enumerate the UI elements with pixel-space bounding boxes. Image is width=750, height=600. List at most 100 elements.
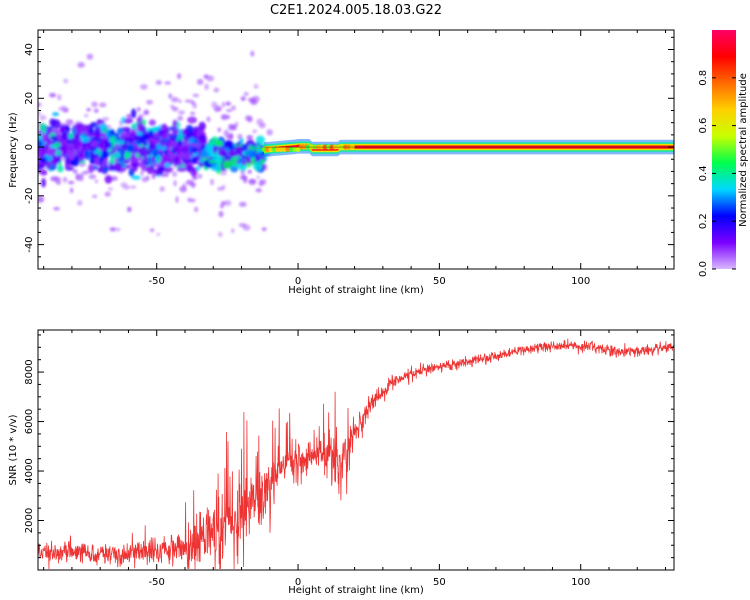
- heatmap-cell: [107, 187, 113, 191]
- heatmap-cell: [108, 165, 115, 172]
- heatmap-cell: [49, 93, 57, 98]
- heatmap-cell: [247, 169, 252, 174]
- heatmap-cell: [114, 140, 125, 145]
- heatmap-cell: [99, 102, 107, 108]
- colorbar-tick-label: 0.4: [698, 165, 709, 181]
- colorbar-label: Normalized spectral amplitude: [738, 73, 749, 227]
- heatmap-cell: [168, 93, 173, 99]
- heatmap-cell: [256, 175, 260, 179]
- heatmap-cell: [231, 228, 235, 233]
- heatmap-cell: [222, 184, 226, 190]
- heatmap-cell: [197, 173, 203, 179]
- heatmap-cell: [147, 155, 153, 165]
- x-tick-label: 100: [571, 276, 590, 287]
- heatmap-cell: [261, 227, 267, 232]
- heatmap-cell: [87, 163, 95, 174]
- heatmap-cell: [78, 152, 85, 158]
- heatmap-cell: [259, 122, 266, 129]
- heatmap-cell: [38, 157, 48, 163]
- heatmap-cell: [243, 92, 249, 96]
- heatmap-cell: [196, 129, 205, 136]
- heatmap-cell: [213, 87, 220, 93]
- heatmap-cell: [248, 179, 256, 183]
- heatmap-cell: [188, 136, 195, 144]
- heatmap-cell: [178, 99, 182, 104]
- heatmap-cell: [68, 180, 75, 185]
- heatmap-cell: [238, 157, 243, 164]
- heatmap-cell: [73, 133, 81, 141]
- heatmap-cell: [98, 142, 104, 148]
- heatmap-cell: [148, 130, 154, 137]
- heatmap-cell: [68, 154, 75, 161]
- x-tick-label: 0: [295, 276, 301, 287]
- heatmap-cell: [146, 165, 155, 175]
- heatmap-cell: [190, 166, 198, 177]
- heatmap-cell: [124, 150, 130, 161]
- heatmap-cell: [86, 108, 91, 112]
- heatmap-cell: [150, 148, 160, 154]
- heatmap-cell: [56, 164, 64, 173]
- heatmap-cell: [64, 162, 71, 169]
- heatmap-cell: [94, 179, 98, 184]
- heatmap-cell: [93, 108, 99, 113]
- heatmap-cell: [241, 144, 248, 151]
- heatmap-cell: [181, 128, 188, 136]
- heatmap-cell: [38, 129, 43, 135]
- y-tick-label: -20: [24, 188, 35, 204]
- x-tick-label: -50: [149, 276, 165, 287]
- heatmap-cell: [198, 121, 206, 131]
- y-tick-label: 20: [24, 92, 35, 105]
- snr-series-line: [38, 338, 674, 570]
- spectrogram-axes: -50 0 50 100 -40 -20 0 20 40: [24, 30, 674, 287]
- heatmap-cell: [104, 174, 113, 184]
- heatmap-cell: [40, 170, 48, 176]
- heatmap-cell: [255, 135, 265, 146]
- heatmap-cell: [164, 81, 172, 85]
- heatmap-cell: [226, 133, 234, 140]
- y-tick-label: -40: [24, 236, 35, 252]
- heatmap-cell: [38, 163, 46, 169]
- heatmap-cell: [90, 140, 99, 148]
- heatmap-cell: [194, 206, 199, 213]
- heatmap-cell: [225, 101, 231, 106]
- heatmap-cell: [238, 201, 247, 207]
- heatmap-cell: [150, 228, 155, 232]
- heatmap-cell: [230, 156, 237, 167]
- heatmap-cell: [218, 231, 223, 238]
- heatmap-cell: [186, 132, 194, 139]
- heatmap-cell: [130, 108, 137, 119]
- heatmap-cell: [84, 149, 89, 158]
- x-tick-label: 0: [295, 577, 301, 588]
- heatmap-cell: [51, 157, 59, 166]
- heatmap-cell: [94, 126, 102, 136]
- heatmap-cell: [121, 127, 132, 132]
- heatmap-cell: [250, 50, 255, 57]
- heatmap-cell: [99, 123, 106, 129]
- heatmap-cell: [255, 188, 262, 193]
- heatmap-cell: [180, 145, 190, 154]
- x-tick-label: 100: [571, 577, 590, 588]
- snr-axes: -50 0 50 100 2000 4000 6000 8000: [24, 330, 674, 588]
- heatmap-cell: [160, 138, 168, 144]
- heatmap-cell: [187, 116, 198, 124]
- heatmap-cell: [91, 101, 98, 108]
- heatmap-cell: [246, 115, 253, 123]
- heatmap-cell: [204, 83, 209, 91]
- x-tick-label: -50: [149, 577, 165, 588]
- heatmap-cell: [77, 199, 83, 206]
- heatmap-cell: [159, 186, 165, 192]
- heatmap-cell: [125, 114, 133, 118]
- heatmap-cell: [252, 129, 258, 134]
- heatmap-cell: [78, 174, 84, 182]
- heatmap-cell: [206, 116, 211, 122]
- heatmap-cell: [246, 135, 254, 141]
- heatmap-cell: [57, 94, 62, 101]
- heatmap-cell: [189, 111, 196, 115]
- heatmap-cell: [177, 110, 186, 115]
- heatmap-cell: [60, 105, 67, 110]
- heatmap-cell: [53, 141, 61, 148]
- heatmap-cell: [231, 105, 236, 111]
- spectrogram-band: [261, 139, 674, 157]
- heatmap-cell: [156, 232, 161, 236]
